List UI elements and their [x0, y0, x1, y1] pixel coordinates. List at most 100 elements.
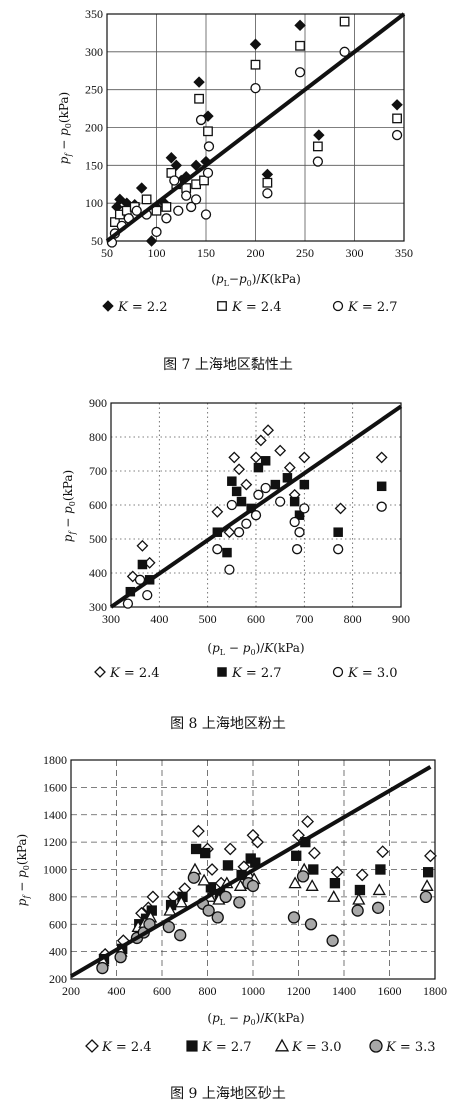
data-point — [355, 868, 369, 882]
data-point — [161, 202, 172, 212]
fig7-caption: 图 7 上海地区黏性土 — [163, 357, 293, 373]
data-point — [191, 179, 202, 190]
x-tick-label: 800 — [344, 612, 362, 626]
data-point — [114, 193, 126, 206]
fig7-x-axis-title: (pL−p0)/K(kPa) — [211, 272, 301, 288]
data-point — [294, 527, 305, 538]
data-point — [146, 890, 160, 904]
x-tick-label: 250 — [296, 246, 314, 260]
series-2.2 — [111, 19, 403, 247]
x-tick-label: 900 — [392, 612, 410, 626]
data-point — [270, 479, 281, 490]
x-tick-label: 200 — [247, 246, 265, 260]
fig7-tick-labels: 50 100 150 200 250 300 350 50 100 150 200 250 300 350 — [85, 7, 413, 260]
data-point — [191, 824, 205, 838]
data-point — [223, 842, 237, 856]
data-point — [294, 510, 305, 520]
y-tick-label: 100 — [85, 196, 103, 210]
y-tick-label: 600 — [49, 917, 67, 931]
data-point — [224, 564, 235, 575]
data-point — [391, 99, 403, 111]
data-point — [351, 904, 364, 917]
fig8-x-axis-title: (pL − p0)/K(kPa) — [207, 641, 304, 657]
fig7-y-axis-title: pf − p0(kPa) — [57, 92, 73, 164]
data-point — [420, 879, 434, 891]
data-point — [282, 473, 293, 483]
legend-marker-icon — [217, 301, 227, 311]
y-tick-label: 200 — [49, 972, 67, 986]
data-point — [291, 544, 303, 555]
legend-marker-icon — [186, 1040, 198, 1052]
y-tick-label: 1200 — [43, 835, 67, 849]
data-point — [376, 845, 390, 859]
data-point — [312, 156, 324, 167]
data-point — [169, 175, 180, 186]
legend-label: K = 2.4 — [109, 666, 160, 681]
data-point — [305, 879, 319, 891]
data-point — [185, 201, 197, 213]
fig8-y-axis-title: pf − p0(kPa) — [61, 470, 77, 542]
legend-label: K = 2.7 — [201, 1040, 252, 1055]
data-point — [327, 890, 341, 902]
y-tick-label: 200 — [85, 121, 103, 135]
data-point — [299, 479, 310, 490]
data-point — [423, 867, 434, 878]
data-point — [313, 129, 325, 141]
x-tick-label: 300 — [346, 246, 364, 260]
series-2.4 — [126, 424, 388, 583]
data-point — [299, 503, 310, 514]
data-point — [236, 496, 247, 507]
y-tick-label: 150 — [85, 158, 103, 172]
legend-item: K = 2.4 — [94, 666, 160, 681]
data-point — [275, 496, 286, 507]
data-point — [174, 895, 188, 908]
data-point — [260, 482, 271, 494]
legend-item: K = 2.4 — [217, 300, 282, 315]
data-point — [190, 159, 202, 172]
data-point — [246, 879, 260, 893]
series-2.7 — [106, 46, 403, 248]
data-point — [301, 815, 315, 829]
data-point — [283, 461, 296, 474]
data-point — [260, 456, 271, 466]
data-point — [203, 126, 213, 137]
figure-9: 200 400 600 800 1000 1200 1400 1600 1800 200 400 60… — [15, 753, 447, 1102]
legend-item: K = 2.7 — [332, 300, 398, 315]
fig8-trend-line — [109, 404, 403, 609]
data-point — [135, 182, 148, 194]
data-point — [241, 518, 252, 529]
data-point — [219, 890, 232, 904]
data-point — [211, 911, 224, 924]
data-point — [288, 876, 302, 889]
fig9-plot-frame — [70, 759, 436, 980]
fig9-grid — [71, 760, 435, 979]
y-tick-label: 400 — [89, 566, 107, 580]
data-point — [222, 860, 234, 871]
data-point — [231, 486, 242, 497]
y-tick-label: 1400 — [43, 808, 67, 822]
figure-7: 50 100 150 200 250 300 350 50 100 150 200 250 300 350… — [57, 7, 413, 373]
data-point — [289, 516, 300, 528]
fig9-x-axis-title: (pL − p0)/K(kPa) — [207, 1011, 304, 1027]
y-tick-label: 300 — [89, 600, 107, 614]
data-point — [424, 849, 437, 863]
data-point — [253, 489, 264, 500]
x-tick-label: 1200 — [287, 984, 311, 998]
data-point — [295, 40, 305, 51]
data-point — [202, 904, 215, 917]
legend-label: K = 2.2 — [117, 300, 168, 315]
data-point — [233, 527, 245, 538]
legend-label: K = 2.7 — [347, 300, 398, 315]
data-point — [330, 865, 344, 879]
x-tick-label: 400 — [150, 612, 168, 626]
data-point — [254, 434, 267, 447]
data-point — [249, 38, 262, 50]
data-point — [333, 527, 343, 537]
y-tick-label: 300 — [85, 45, 103, 59]
data-point — [195, 114, 207, 126]
data-point — [151, 226, 162, 238]
x-tick-label: 1600 — [378, 984, 402, 998]
fig8-legend: K = 2.4 K = 2.7 K = 3.0 — [94, 666, 398, 681]
legend-item: K = 2.2 — [102, 300, 168, 315]
data-point — [262, 188, 273, 199]
